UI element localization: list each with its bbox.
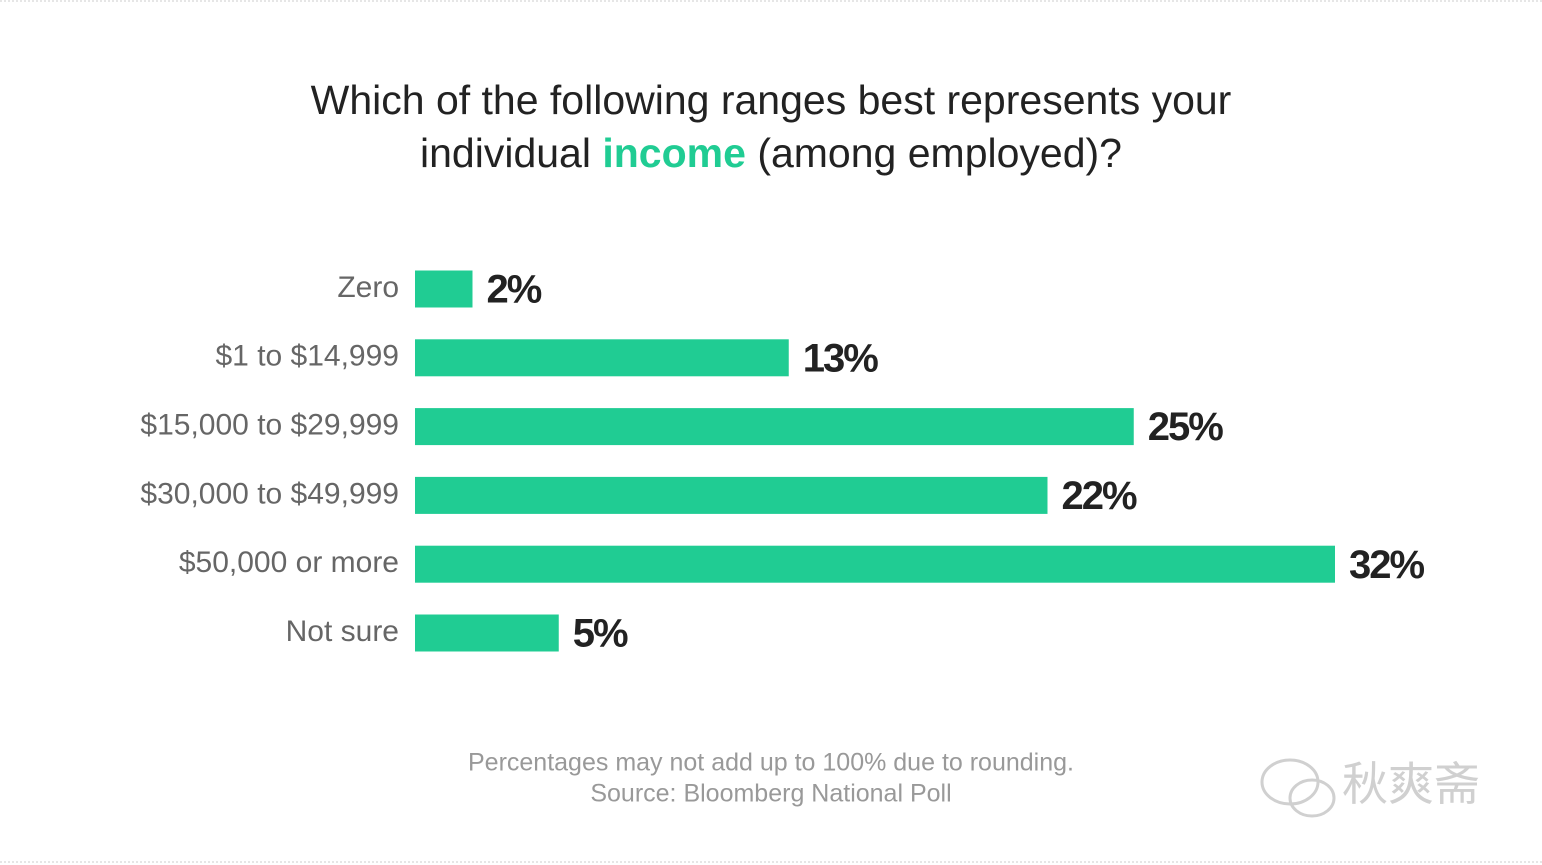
category-label: $15,000 to $29,999 <box>140 409 399 442</box>
title-highlight: income <box>602 130 746 176</box>
value-label: 5% <box>573 612 628 656</box>
value-label: 13% <box>803 336 878 380</box>
bar <box>415 545 1335 583</box>
category-label: Zero <box>337 271 399 304</box>
value-label: 32% <box>1349 543 1424 587</box>
bar <box>415 614 559 652</box>
bar <box>415 476 1048 514</box>
category-label: $50,000 or more <box>179 546 399 579</box>
title-part: (among employed)? <box>757 130 1122 176</box>
chart-title: Which of the following ranges best repre… <box>311 77 1232 123</box>
value-label: 22% <box>1062 474 1137 518</box>
category-label: $1 to $14,999 <box>215 340 399 373</box>
source: Source: Bloomberg National Poll <box>590 780 951 808</box>
watermark-icon <box>1260 758 1336 818</box>
bar <box>415 270 473 308</box>
bar <box>415 408 1134 446</box>
note: Percentages may not add up to 100% due t… <box>468 749 1074 777</box>
value-label: 2% <box>487 268 542 312</box>
chart-title: individual income (among employed)? <box>420 130 1122 176</box>
value-label: 25% <box>1148 405 1223 449</box>
title-part: individual <box>420 130 591 176</box>
category-label: $30,000 to $49,999 <box>140 477 399 510</box>
watermark: 秋爽斋 <box>1342 758 1480 810</box>
bar <box>415 339 789 377</box>
category-label: Not sure <box>286 615 399 648</box>
